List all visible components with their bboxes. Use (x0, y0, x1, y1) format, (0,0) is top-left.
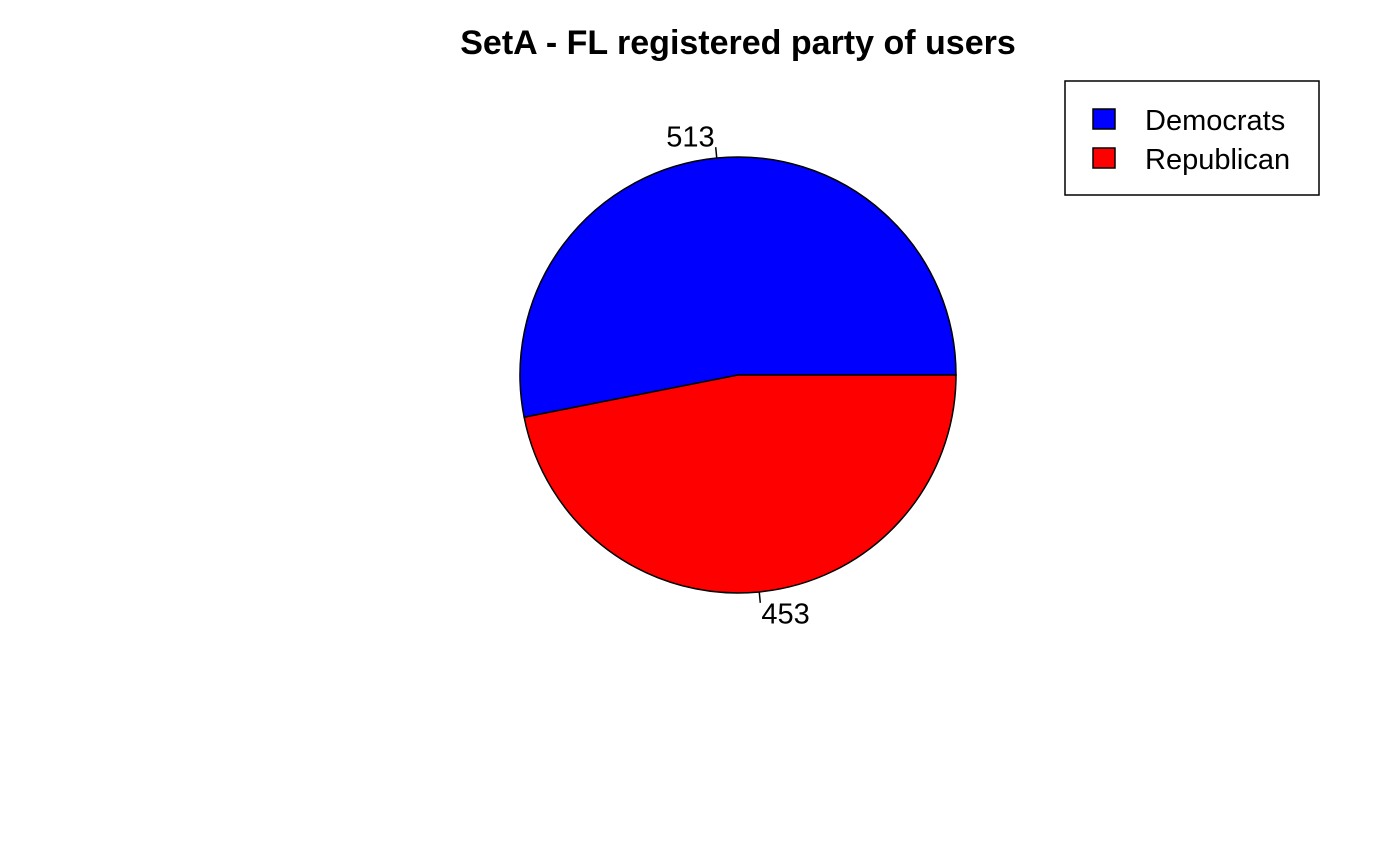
legend-swatch-democrats (1092, 108, 1116, 130)
legend-swatch-republican (1092, 147, 1116, 169)
pie-tick-republican (758, 591, 762, 603)
legend-label-democrats: Democrats (1145, 105, 1285, 137)
pie-label-republican: 453 (761, 599, 809, 631)
chart-title: SetA - FL registered party of users (460, 24, 1016, 62)
legend-box (1064, 80, 1320, 196)
pie-label-democrats: 513 (666, 121, 714, 153)
pie-slices (519, 156, 957, 594)
legend-label-republican: Republican (1145, 144, 1290, 176)
pie-tick-democrats (714, 147, 718, 159)
legend: Democrats Republican (1064, 80, 1320, 196)
pie-slice-republican (523, 374, 957, 594)
pie-labels: 513 453 (666, 121, 810, 630)
